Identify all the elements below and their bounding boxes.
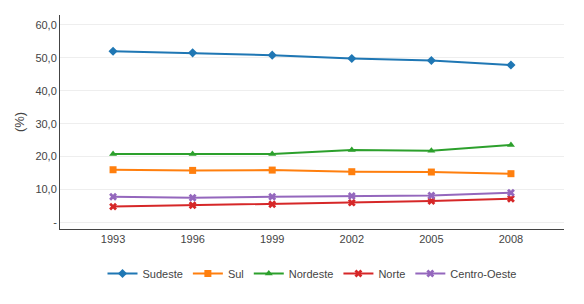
svg-text:60,0: 60,0 — [35, 19, 56, 31]
svg-text:50,0: 50,0 — [35, 52, 56, 64]
svg-text:Centro-Oeste: Centro-Oeste — [450, 268, 516, 280]
svg-text:1999: 1999 — [260, 233, 284, 245]
svg-text:10,0: 10,0 — [35, 183, 56, 195]
svg-text:1993: 1993 — [101, 233, 125, 245]
svg-text:-: - — [53, 216, 57, 228]
svg-text:Nordeste: Nordeste — [289, 268, 334, 280]
svg-text:40,0: 40,0 — [35, 85, 56, 97]
svg-text:30,0: 30,0 — [35, 118, 56, 130]
svg-text:Sul: Sul — [228, 268, 244, 280]
svg-text:20,0: 20,0 — [35, 150, 56, 162]
svg-text:2002: 2002 — [340, 233, 364, 245]
svg-text:2005: 2005 — [419, 233, 443, 245]
svg-text:2008: 2008 — [499, 233, 523, 245]
svg-text:(%): (%) — [12, 112, 27, 132]
svg-text:1996: 1996 — [180, 233, 204, 245]
svg-text:Sudeste: Sudeste — [143, 268, 183, 280]
svg-text:Norte: Norte — [378, 268, 405, 280]
